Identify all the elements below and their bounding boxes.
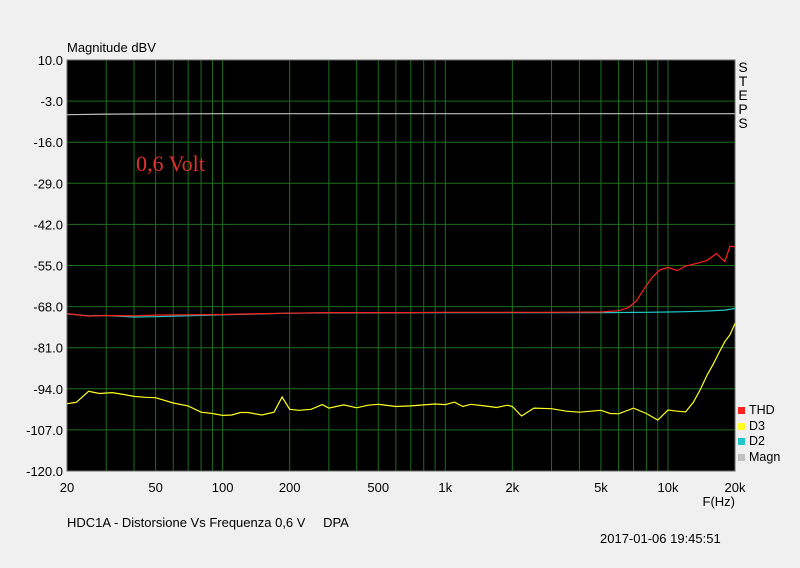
x-tick-label: 20k xyxy=(725,480,746,495)
x-axis-label: F(Hz) xyxy=(703,494,736,509)
x-tick-label: 5k xyxy=(594,480,608,495)
x-tick-label: 10k xyxy=(657,480,678,495)
x-tick-label: 100 xyxy=(212,480,234,495)
y-tick-label: -55.0 xyxy=(33,259,63,274)
y-tick-label: -42.0 xyxy=(33,217,63,232)
x-tick-labels: 20 50 100 200 500 1k 2k 5k 10k 20k xyxy=(60,480,746,495)
legend-item-magn: Magn xyxy=(738,450,780,466)
data-series xyxy=(66,113,736,421)
series-line-d3 xyxy=(66,323,736,421)
steps-letter: P xyxy=(738,101,748,117)
steps-letter: S xyxy=(738,115,748,131)
device-tag: DPA xyxy=(323,515,349,530)
x-tick-label: 500 xyxy=(367,480,389,495)
x-tick-label: 20 xyxy=(60,480,74,495)
timestamp: 2017-01-06 19:45:51 xyxy=(600,531,721,546)
legend-swatch-d2 xyxy=(738,438,745,446)
legend-item-d3: D3 xyxy=(738,419,780,435)
y-tick-label: -3.0 xyxy=(41,94,63,109)
plot-border xyxy=(66,59,736,472)
y-tick-label: -120.0 xyxy=(26,464,63,479)
steps-label: S T E P S xyxy=(736,60,750,130)
series-line-magn xyxy=(66,113,735,116)
x-tick-label: 50 xyxy=(148,480,162,495)
legend-swatch-thd xyxy=(738,407,745,415)
y-tick-label: -68.0 xyxy=(33,300,63,315)
steps-letter: E xyxy=(738,87,748,103)
legend-swatch-d3 xyxy=(738,422,745,430)
y-tick-label: -81.0 xyxy=(33,341,63,356)
x-tick-label: 2k xyxy=(505,480,519,495)
y-tick-label: -107.0 xyxy=(26,423,63,438)
legend-label-d3: D3 xyxy=(749,418,765,433)
chart-description: HDC1A - Distorsione Vs Frequenza 0,6 V D… xyxy=(67,515,363,530)
steps-letter: S xyxy=(738,59,748,75)
x-tick-label: 1k xyxy=(438,480,452,495)
legend-item-thd: THD xyxy=(738,403,780,419)
legend-swatch-magn xyxy=(738,453,745,461)
chart-title: Magnitude dBV xyxy=(67,40,156,55)
legend-label-d2: D2 xyxy=(749,434,765,448)
grid-lines xyxy=(66,59,736,472)
y-tick-label: -29.0 xyxy=(33,176,63,191)
voltage-annotation: 0,6 Volt xyxy=(136,151,205,176)
description-text: HDC1A - Distorsione Vs Frequenza 0,6 V xyxy=(67,515,306,530)
legend-label-magn: Magn xyxy=(749,449,781,464)
y-tick-labels: 10.0 -3.0 -16.0 -29.0 -42.0 -55.0 -68.0 -81.0 -9… xyxy=(26,53,63,479)
legend: THD D3 D2 Magn xyxy=(738,403,780,465)
legend-label-thd: THD xyxy=(749,403,775,417)
steps-letter: T xyxy=(738,73,748,89)
series-line-thd xyxy=(66,245,736,317)
legend-item-d2: D2 xyxy=(738,434,780,450)
y-tick-label: -94.0 xyxy=(33,382,63,397)
y-tick-label: -16.0 xyxy=(33,135,63,150)
y-tick-label: 10.0 xyxy=(38,53,63,68)
x-tick-label: 200 xyxy=(279,480,301,495)
